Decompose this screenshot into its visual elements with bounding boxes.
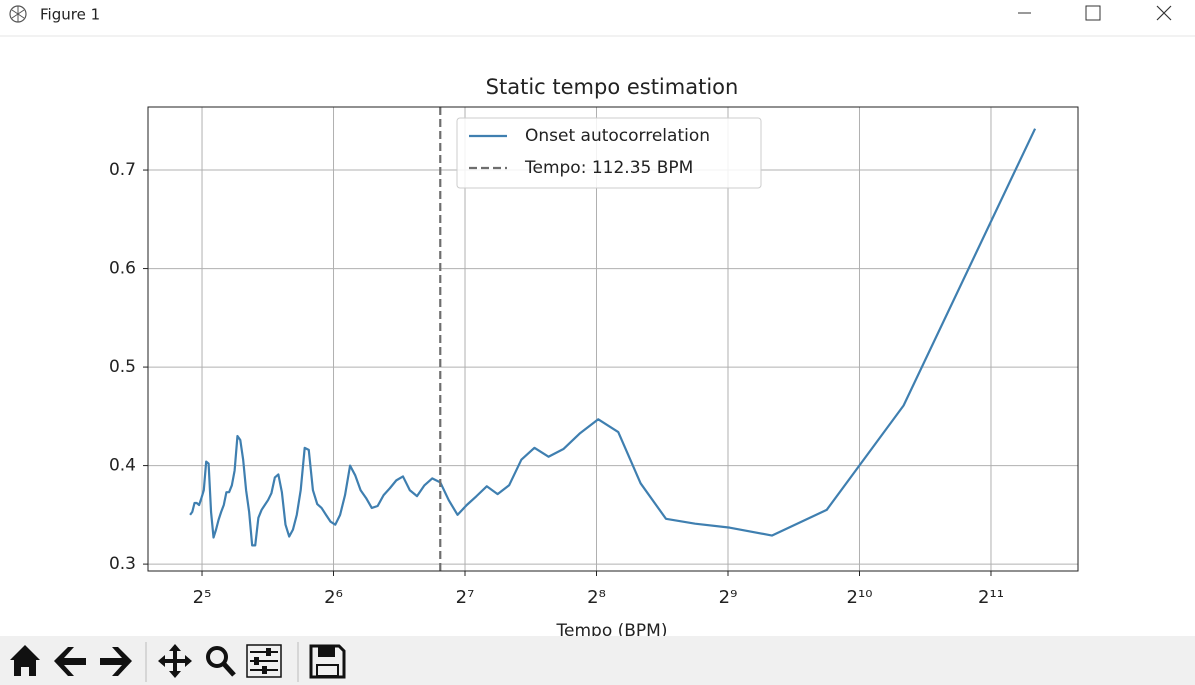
- y-tick-label: 0.7: [109, 160, 136, 180]
- toolbar-bg: [0, 636, 1195, 685]
- axes-frame: [147, 106, 1079, 572]
- legend-box: [456, 117, 762, 189]
- toolbar: [0, 636, 1195, 685]
- y-tick-label: 0.5: [109, 357, 136, 377]
- close-button[interactable]: [1135, 0, 1195, 30]
- back-button[interactable]: [54, 647, 86, 676]
- maximize-button[interactable]: [1065, 0, 1125, 30]
- app-icon: [9, 5, 27, 23]
- y-tick-label: 0.4: [109, 456, 136, 476]
- y-tick-label: 0.3: [109, 554, 136, 574]
- pan-button[interactable]: [158, 644, 192, 678]
- x-tick-label: 2⁸: [587, 587, 606, 608]
- legend-label: Tempo: 112.35 BPM: [524, 158, 693, 178]
- plot: Static tempo estimation Tempo (BPM) 0.30…: [109, 75, 1079, 641]
- x-tick-label: 2⁵: [193, 587, 212, 608]
- x-tick-label: 2¹⁰: [847, 587, 873, 608]
- minimize-button[interactable]: [995, 0, 1055, 30]
- save-button[interactable]: [309, 644, 346, 679]
- legend-label: Onset autocorrelation: [525, 126, 710, 146]
- legend: Onset autocorrelation Tempo: 112.35 BPM: [456, 117, 762, 189]
- x-tick-label: 2⁷: [456, 587, 475, 608]
- y-tick-label: 0.6: [109, 259, 136, 279]
- zoom-button[interactable]: [206, 646, 236, 677]
- data-line: [189, 128, 1037, 547]
- home-button[interactable]: [10, 645, 40, 676]
- forward-button[interactable]: [100, 647, 132, 676]
- chart-title: Static tempo estimation: [486, 75, 739, 99]
- x-tick-label: 2¹¹: [978, 587, 1004, 608]
- x-tick-label: 2⁹: [719, 587, 738, 608]
- x-tick-label: 2⁶: [324, 587, 343, 608]
- title-bar: [0, 0, 1195, 36]
- configure-button[interactable]: [246, 644, 282, 678]
- window-title: Figure 1: [40, 6, 100, 24]
